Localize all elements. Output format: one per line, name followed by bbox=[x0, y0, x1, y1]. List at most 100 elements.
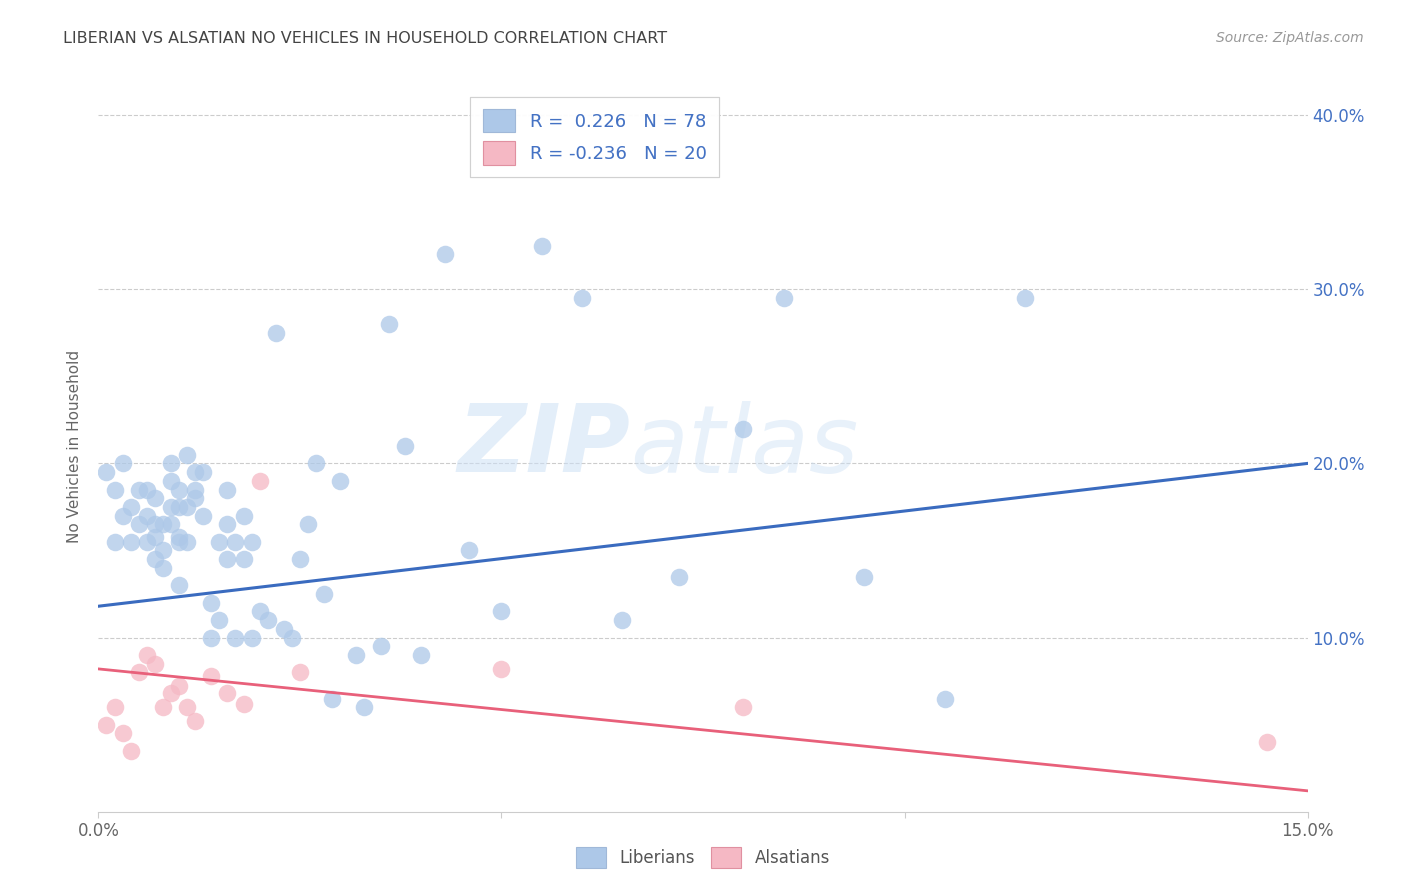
Point bbox=[329, 474, 352, 488]
Point bbox=[167, 530, 190, 544]
Point bbox=[434, 247, 457, 261]
Point bbox=[288, 665, 311, 680]
Point bbox=[458, 543, 481, 558]
Point bbox=[394, 439, 416, 453]
Text: atlas: atlas bbox=[630, 401, 859, 491]
Point bbox=[152, 543, 174, 558]
Point bbox=[377, 317, 399, 331]
Point bbox=[176, 500, 198, 514]
Point bbox=[111, 457, 134, 471]
Point bbox=[321, 691, 343, 706]
Point bbox=[305, 457, 328, 471]
Point bbox=[111, 508, 134, 523]
Point bbox=[184, 465, 207, 479]
Point bbox=[128, 483, 150, 497]
Point bbox=[143, 657, 166, 671]
Point bbox=[249, 604, 271, 618]
Point bbox=[240, 631, 263, 645]
Point bbox=[143, 552, 166, 566]
Point bbox=[370, 640, 392, 654]
Point bbox=[160, 474, 183, 488]
Point bbox=[314, 587, 336, 601]
Point bbox=[128, 517, 150, 532]
Point bbox=[167, 534, 190, 549]
Point bbox=[184, 714, 207, 728]
Point bbox=[409, 648, 432, 662]
Text: Source: ZipAtlas.com: Source: ZipAtlas.com bbox=[1216, 31, 1364, 45]
Point bbox=[143, 491, 166, 506]
Point bbox=[208, 534, 231, 549]
Point bbox=[232, 508, 254, 523]
Point bbox=[167, 679, 190, 693]
Point bbox=[571, 291, 593, 305]
Legend: Liberians, Alsatians: Liberians, Alsatians bbox=[569, 840, 837, 875]
Point bbox=[193, 465, 215, 479]
Point bbox=[273, 622, 295, 636]
Point bbox=[353, 700, 375, 714]
Point bbox=[217, 552, 239, 566]
Point bbox=[733, 421, 755, 435]
Point bbox=[240, 534, 263, 549]
Text: LIBERIAN VS ALSATIAN NO VEHICLES IN HOUSEHOLD CORRELATION CHART: LIBERIAN VS ALSATIAN NO VEHICLES IN HOUS… bbox=[63, 31, 668, 46]
Point bbox=[184, 483, 207, 497]
Point bbox=[111, 726, 134, 740]
Point bbox=[217, 483, 239, 497]
Point bbox=[264, 326, 287, 340]
Point bbox=[297, 517, 319, 532]
Point bbox=[184, 491, 207, 506]
Point bbox=[143, 517, 166, 532]
Point bbox=[1256, 735, 1278, 749]
Point bbox=[120, 744, 142, 758]
Point bbox=[530, 238, 553, 252]
Point bbox=[200, 669, 222, 683]
Point bbox=[135, 508, 157, 523]
Point bbox=[128, 665, 150, 680]
Point bbox=[160, 686, 183, 700]
Point bbox=[200, 631, 222, 645]
Y-axis label: No Vehicles in Household: No Vehicles in Household bbox=[67, 350, 83, 542]
Point bbox=[103, 700, 125, 714]
Point bbox=[152, 517, 174, 532]
Point bbox=[152, 561, 174, 575]
Text: ZIP: ZIP bbox=[457, 400, 630, 492]
Point bbox=[224, 631, 246, 645]
Point bbox=[176, 700, 198, 714]
Point bbox=[167, 578, 190, 592]
Point bbox=[208, 613, 231, 627]
Point bbox=[491, 604, 513, 618]
Point bbox=[176, 534, 198, 549]
Point bbox=[281, 631, 304, 645]
Point bbox=[160, 517, 183, 532]
Point bbox=[120, 500, 142, 514]
Point bbox=[120, 534, 142, 549]
Point bbox=[143, 530, 166, 544]
Point bbox=[135, 483, 157, 497]
Point bbox=[160, 500, 183, 514]
Point bbox=[232, 552, 254, 566]
Point bbox=[733, 700, 755, 714]
Point bbox=[249, 474, 271, 488]
Point bbox=[96, 465, 118, 479]
Point bbox=[135, 534, 157, 549]
Point bbox=[103, 534, 125, 549]
Point bbox=[224, 534, 246, 549]
Point bbox=[167, 500, 190, 514]
Point bbox=[288, 552, 311, 566]
Point bbox=[96, 717, 118, 731]
Point bbox=[217, 517, 239, 532]
Point bbox=[256, 613, 278, 627]
Point bbox=[934, 691, 956, 706]
Point bbox=[103, 483, 125, 497]
Point bbox=[200, 596, 222, 610]
Point bbox=[491, 662, 513, 676]
Point bbox=[167, 483, 190, 497]
Point bbox=[612, 613, 634, 627]
Point bbox=[232, 697, 254, 711]
Legend: R =  0.226   N = 78, R = -0.236   N = 20: R = 0.226 N = 78, R = -0.236 N = 20 bbox=[470, 96, 720, 178]
Point bbox=[160, 457, 183, 471]
Point bbox=[772, 291, 794, 305]
Point bbox=[1014, 291, 1036, 305]
Point bbox=[853, 569, 876, 583]
Point bbox=[152, 700, 174, 714]
Point bbox=[176, 448, 198, 462]
